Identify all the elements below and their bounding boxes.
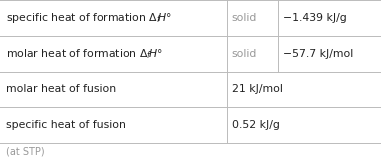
Text: −57.7 kJ/mol: −57.7 kJ/mol [283, 49, 354, 59]
Text: solid: solid [232, 49, 257, 59]
Text: 21 kJ/mol: 21 kJ/mol [232, 84, 283, 94]
Text: specific heat of formation $\Delta_f\!H°$: specific heat of formation $\Delta_f\!H°… [6, 11, 172, 25]
Text: molar heat of formation $\Delta_f\!H°$: molar heat of formation $\Delta_f\!H°$ [6, 47, 163, 61]
Text: specific heat of fusion: specific heat of fusion [6, 120, 126, 130]
Text: 0.52 kJ/g: 0.52 kJ/g [232, 120, 280, 130]
Text: −1.439 kJ/g: −1.439 kJ/g [283, 13, 347, 23]
Text: (at STP): (at STP) [6, 146, 45, 156]
Text: solid: solid [232, 13, 257, 23]
Text: molar heat of fusion: molar heat of fusion [6, 84, 116, 94]
